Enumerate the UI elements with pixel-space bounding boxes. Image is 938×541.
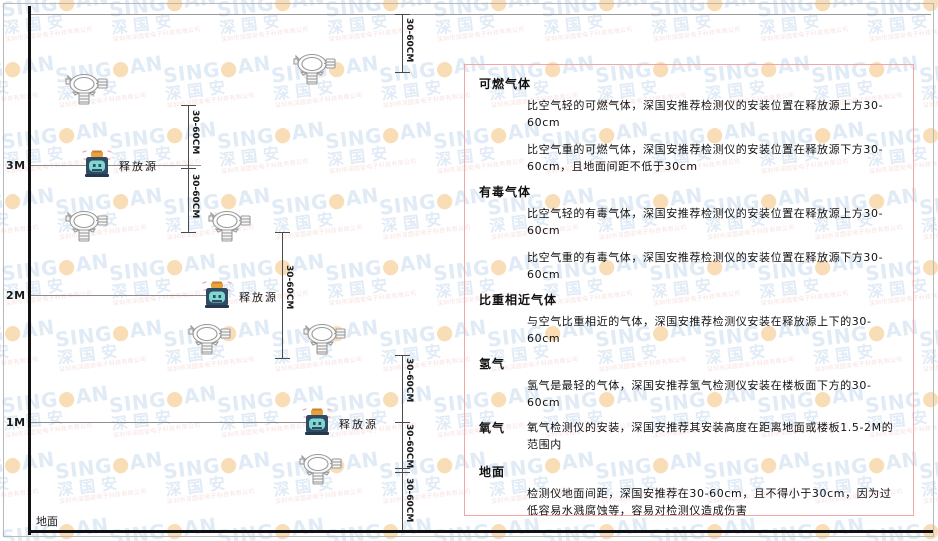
dim-text-middle-lower: 30-60CM (190, 174, 200, 219)
dim-tick (395, 72, 410, 73)
ceiling-line (31, 14, 931, 15)
gas-detector-icon (62, 205, 116, 245)
floor-line (28, 530, 933, 533)
level-line-2m (31, 295, 206, 296)
panel-section-title: 比重相近气体 (479, 293, 558, 307)
dim-line-middle2 (282, 232, 283, 358)
wall-left-line (28, 6, 31, 535)
level-label-2m: 2M (6, 289, 26, 302)
panel-section-title: 氧气 (479, 421, 506, 435)
gas-detector-icon (290, 48, 344, 88)
panel-section: 可燃气体比空气轻的可燃气体，深国安推荐检测仪的安装位置在释放源上方30-60cm… (479, 75, 899, 175)
level-label-1m: 1M (6, 416, 26, 429)
dim-text-right-2: 30-60CM (404, 424, 414, 469)
panel-paragraph: 检测仪地面间距，深国安推荐在30-60cm，且不得小于30cm，因为过低容易水溅… (527, 487, 892, 517)
level-line-3m (31, 165, 201, 166)
outer-frame (3, 3, 934, 537)
panel-paragraph: 氧气检测仪的安装，深国安推荐其安装高度在距离地面或楼板1.5-2M的范围内 (527, 421, 894, 451)
panel-section-title: 地面 (479, 465, 506, 479)
release-source-icon (300, 408, 334, 438)
ground-label: 地面 (36, 515, 58, 528)
dim-text-right-1: 30-60CM (404, 358, 414, 403)
panel-section-title: 有毒气体 (479, 185, 532, 199)
info-panel: 可燃气体比空气轻的可燃气体，深国安推荐检测仪的安装位置在释放源上方30-60cm… (464, 64, 914, 519)
panel-paragraph: 氢气是最轻的气体，深国安推荐氢气检测仪安装在楼板面下方的30-60cm (527, 379, 872, 409)
gas-detector-icon (185, 318, 239, 358)
panel-paragraph: 与空气比重相近的气体，深国安推荐检测仪安装在释放源上下的30-60cm (527, 315, 872, 345)
panel-paragraph: 比空气重的可燃气体，深国安推荐检测仪的安装位置在释放源下方30-60cm，且地面… (527, 143, 884, 173)
dim-tick (395, 14, 410, 15)
dim-line-right (402, 355, 403, 530)
release-source-icon (80, 150, 114, 180)
dim-tick (395, 355, 410, 356)
release-source-label: 释放源 (239, 291, 278, 304)
release-source-label: 释放源 (339, 418, 378, 431)
gas-detector-icon (205, 205, 259, 245)
dim-tick (395, 468, 410, 469)
dim-line-ceiling (402, 14, 403, 72)
panel-section-title: 氢气 (479, 357, 506, 371)
panel-section: 地面检测仪地面间距，深国安推荐在30-60cm，且不得小于30cm，因为过低容易… (479, 463, 899, 519)
level-label-3m: 3M (6, 159, 26, 172)
dim-tick (275, 358, 290, 359)
level-line-1m (31, 422, 306, 423)
dim-text-right-3: 30-60CM (404, 478, 414, 523)
panel-paragraph: 比空气重的有毒气体，深国安推荐检测仪的安装位置在释放源下方30-60cm (527, 251, 884, 281)
dim-text-middle-upper: 30-60CM (190, 110, 200, 155)
release-source-label: 释放源 (119, 160, 158, 173)
gas-detector-icon (62, 68, 116, 108)
dim-text-ceiling: 30-60CM (404, 18, 414, 63)
panel-section: 氧气 氧气检测仪的安装，深国安推荐其安装高度在距离地面或楼板1.5-2M的范围内 (479, 419, 899, 453)
panel-section-title: 可燃气体 (479, 77, 532, 91)
panel-paragraph: 比空气轻的有毒气体，深国安推荐检测仪的安装位置在释放源上方30-60cm (527, 207, 884, 237)
panel-section: 比重相近气体与空气比重相近的气体，深国安推荐检测仪安装在释放源上下的30-60c… (479, 291, 899, 347)
dim-text-middle2: 30-60CM (284, 265, 294, 310)
dim-tick (181, 168, 196, 169)
dim-tick (181, 105, 196, 106)
dim-tick (395, 472, 410, 473)
gas-detector-icon (300, 318, 354, 358)
panel-section: 氢气氢气是最轻的气体，深国安推荐氢气检测仪安装在楼板面下方的30-60cm (479, 355, 899, 411)
release-source-icon (200, 281, 234, 311)
panel-section: 有毒气体比空气轻的有毒气体，深国安推荐检测仪的安装位置在释放源上方30-60cm… (479, 183, 899, 283)
dim-tick (275, 232, 290, 233)
dim-tick (395, 422, 410, 423)
gas-detector-icon (296, 448, 350, 488)
dim-tick (181, 232, 196, 233)
panel-paragraph: 比空气轻的可燃气体，深国安推荐检测仪的安装位置在释放源上方30-60cm (527, 99, 884, 129)
